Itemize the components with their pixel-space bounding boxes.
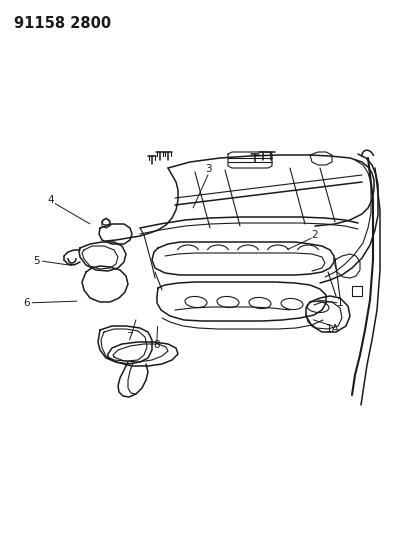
Text: 1: 1 [336, 298, 343, 308]
Text: 8: 8 [154, 341, 160, 350]
Text: 3: 3 [205, 165, 211, 174]
Text: 6: 6 [24, 298, 30, 308]
Text: 4: 4 [47, 195, 54, 205]
Text: 5: 5 [33, 256, 39, 266]
Text: 2: 2 [311, 230, 318, 239]
Text: 1A: 1A [326, 325, 340, 334]
Text: 91158 2800: 91158 2800 [14, 16, 111, 31]
Text: 7: 7 [126, 332, 132, 342]
